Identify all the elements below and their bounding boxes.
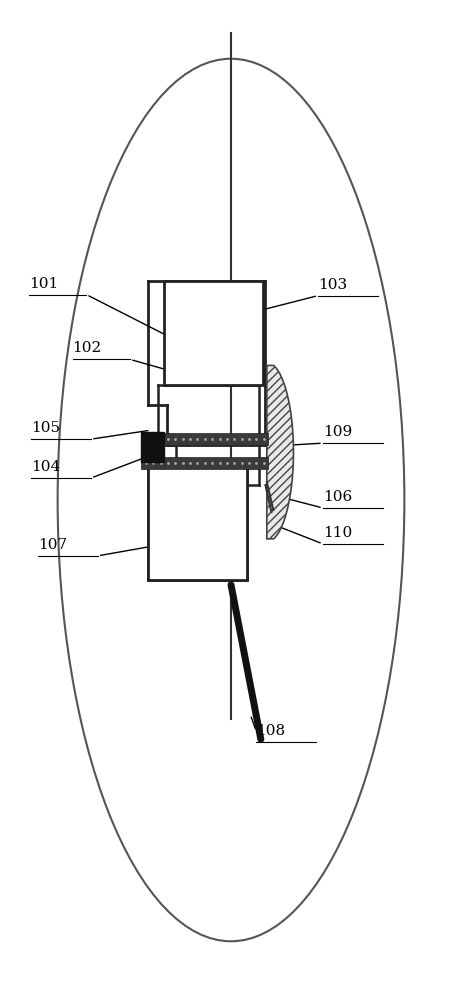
Text: 102: 102 (73, 341, 102, 355)
Text: 108: 108 (256, 724, 286, 738)
Text: 107: 107 (38, 538, 67, 552)
Text: 101: 101 (29, 277, 58, 291)
Text: 103: 103 (318, 278, 347, 292)
Text: 106: 106 (323, 490, 352, 504)
Bar (141, 432, 164, 462)
Bar (141, 457, 268, 469)
Bar (164, 281, 263, 385)
Bar (148, 465, 247, 580)
Text: 110: 110 (323, 526, 352, 540)
Text: 109: 109 (323, 425, 352, 439)
Text: 104: 104 (31, 460, 61, 474)
Text: 105: 105 (31, 421, 61, 435)
Polygon shape (267, 365, 293, 539)
Bar (141, 433, 268, 445)
